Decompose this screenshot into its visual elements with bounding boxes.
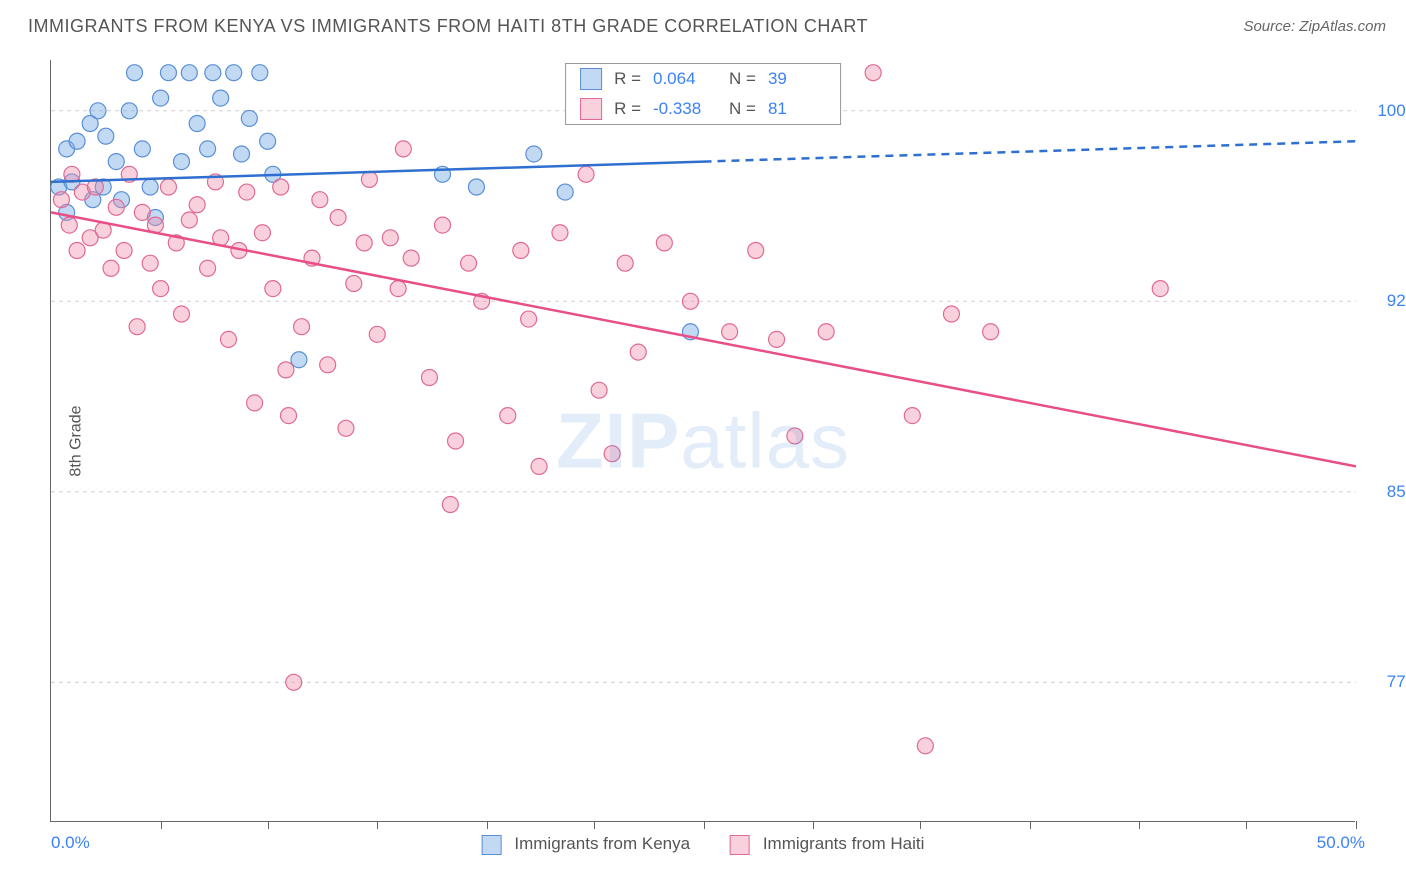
- y-tick-label: 100.0%: [1377, 101, 1406, 121]
- x-tick-mark: [161, 821, 162, 829]
- x-tick-mark: [268, 821, 269, 829]
- chart-title: IMMIGRANTS FROM KENYA VS IMMIGRANTS FROM…: [28, 16, 1386, 37]
- legend-label-haiti: Immigrants from Haiti: [763, 834, 925, 853]
- bottom-legend: Immigrants from Kenya Immigrants from Ha…: [482, 834, 925, 855]
- legend-swatch-haiti: [730, 835, 750, 855]
- legend-swatch-kenya: [482, 835, 502, 855]
- x-tick-mark: [813, 821, 814, 829]
- x-axis-max-label: 50.0%: [1317, 833, 1365, 853]
- source-label: Source: ZipAtlas.com: [1243, 18, 1386, 35]
- x-tick-mark: [594, 821, 595, 829]
- x-axis-min-label: 0.0%: [51, 833, 90, 853]
- x-tick-mark: [920, 821, 921, 829]
- chart-area: 8th Grade ZIPatlas 100.0%92.5%85.0%77.5%…: [50, 60, 1355, 822]
- corr-row-kenya: R = 0.064 N = 39: [566, 64, 840, 94]
- corr-row-haiti: R = -0.338 N = 81: [566, 94, 840, 124]
- y-tick-label: 77.5%: [1387, 672, 1406, 692]
- corr-swatch-haiti: [580, 98, 602, 120]
- x-tick-mark: [1356, 821, 1357, 829]
- legend-item-kenya: Immigrants from Kenya: [482, 834, 690, 855]
- x-tick-mark: [1246, 821, 1247, 829]
- legend-label-kenya: Immigrants from Kenya: [514, 834, 690, 853]
- legend-item-haiti: Immigrants from Haiti: [730, 834, 924, 855]
- y-tick-label: 92.5%: [1387, 291, 1406, 311]
- x-tick-mark: [487, 821, 488, 829]
- x-tick-mark: [377, 821, 378, 829]
- y-tick-label: 85.0%: [1387, 482, 1406, 502]
- x-tick-mark: [1139, 821, 1140, 829]
- scatter-plot: [51, 60, 1355, 821]
- corr-swatch-kenya: [580, 68, 602, 90]
- correlation-legend: R = 0.064 N = 39 R = -0.338 N = 81: [565, 63, 841, 125]
- x-tick-mark: [1030, 821, 1031, 829]
- x-tick-mark: [704, 821, 705, 829]
